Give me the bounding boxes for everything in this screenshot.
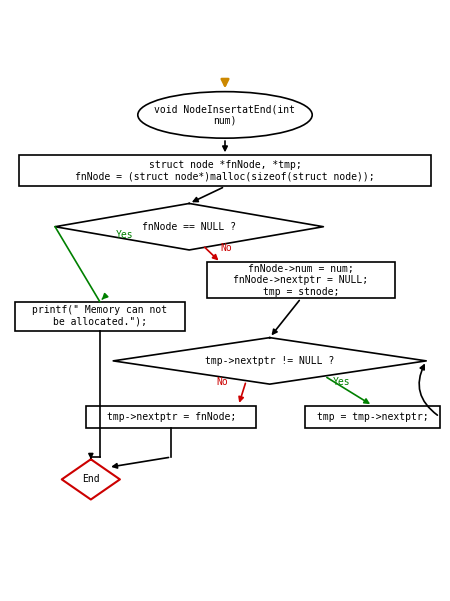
- Text: tmp = tmp->nextptr;: tmp = tmp->nextptr;: [317, 412, 428, 422]
- Text: Yes: Yes: [333, 377, 350, 388]
- Text: Yes: Yes: [116, 230, 133, 240]
- Text: printf(" Memory can not
be allocated.");: printf(" Memory can not be allocated.");: [32, 305, 167, 327]
- Text: No: No: [216, 377, 228, 388]
- Text: End: End: [82, 474, 99, 484]
- Text: void NodeInsertatEnd(int
num): void NodeInsertatEnd(int num): [154, 104, 296, 126]
- Text: fnNode == NULL ?: fnNode == NULL ?: [142, 222, 236, 232]
- Text: tmp->nextptr != NULL ?: tmp->nextptr != NULL ?: [205, 356, 334, 366]
- Text: No: No: [220, 243, 232, 253]
- Text: fnNode->num = num;
fnNode->nextptr = NULL;
tmp = stnode;: fnNode->num = num; fnNode->nextptr = NUL…: [234, 264, 369, 297]
- Text: struct node *fnNode, *tmp;
fnNode = (struct node*)malloc(sizeof(struct node));: struct node *fnNode, *tmp; fnNode = (str…: [75, 160, 375, 182]
- Text: tmp->nextptr = fnNode;: tmp->nextptr = fnNode;: [107, 412, 236, 422]
